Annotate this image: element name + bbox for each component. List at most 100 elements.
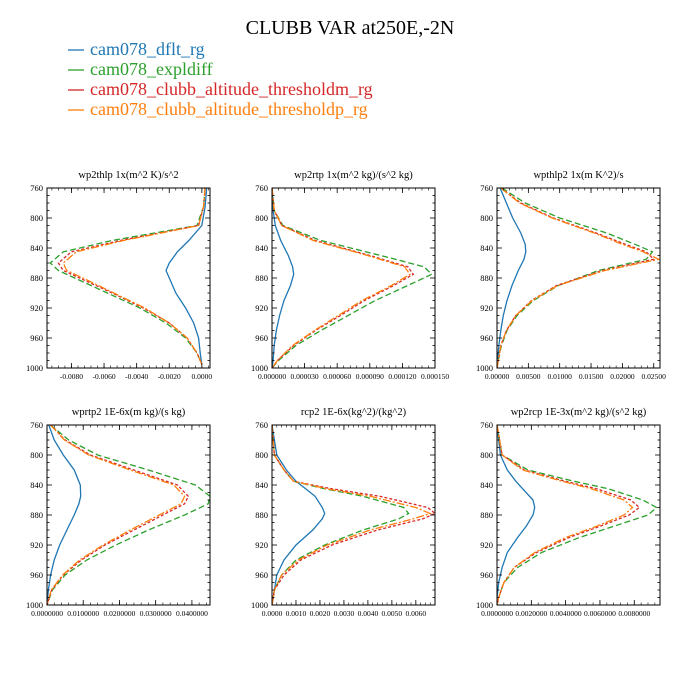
series-line-cam078_clubb_altitude_thresholdp_rg: [497, 188, 660, 368]
y-tick-label: 760: [255, 183, 268, 193]
y-tick-label: 840: [255, 480, 268, 490]
legend-label: cam078_expldiff: [90, 59, 213, 79]
x-tick-label: 0.0200000: [104, 609, 136, 618]
y-tick-label: 920: [480, 540, 493, 550]
y-tick-label: 1000: [251, 600, 268, 610]
x-tick-label: 0.01500: [579, 372, 604, 381]
panel-title: wprtp2 1E-6x(m kg)/(s kg): [72, 407, 186, 418]
chart-panel-6: wp2rcp 1E-3x(m^2 kg)/(s^2 kg) 760 800 840 88…: [476, 407, 661, 618]
chart-panel-1: wp2thlp 1x(m^2 K)/s^2 760 800 840 880 920 960 1…: [26, 170, 212, 381]
series-line-cam078_expldiff: [272, 188, 433, 368]
series-line-cam078_expldiff: [49, 188, 206, 365]
y-tick-label: 920: [480, 303, 493, 313]
x-tick-label: 0.0020000: [515, 609, 547, 618]
chart-panel-2: wp2rtp 1x(m^2 kg)/(s^2 kg) 760 800 840 880 92…: [251, 170, 449, 381]
series-line-cam078_dflt_rg: [272, 425, 326, 605]
series-line-cam078_clubb_altitude_thresholdp_rg: [47, 425, 186, 605]
legend-label: cam078_dflt_rg: [90, 39, 205, 59]
x-tick-label: 0.0100000: [67, 609, 99, 618]
x-tick-label: 0.000120: [388, 372, 416, 381]
y-tick-label: 760: [480, 420, 493, 430]
y-tick-label: 880: [30, 273, 43, 283]
series-line-cam078_dflt_rg: [497, 425, 536, 605]
x-tick-label: 0.000060: [323, 372, 351, 381]
x-tick-label: 0.0010: [286, 609, 307, 618]
x-tick-label: 0.000030: [291, 372, 319, 381]
y-tick-label: 1000: [251, 363, 268, 373]
x-tick-label: 0.00500: [516, 372, 541, 381]
y-tick-label: 960: [255, 333, 268, 343]
y-tick-label: 920: [30, 303, 43, 313]
x-tick-label: 0.0300000: [140, 609, 172, 618]
y-tick-label: 1000: [26, 600, 43, 610]
x-tick-label: 0.0000: [262, 609, 283, 618]
series-line-cam078_clubb_altitude_thresholdp_rg: [272, 188, 411, 368]
y-tick-label: 760: [480, 183, 493, 193]
panel-grid: wp2thlp 1x(m^2 K)/s^2 760 800 840 880 920 960 1…: [26, 170, 666, 618]
y-tick-label: 800: [30, 213, 43, 223]
y-tick-label: 880: [255, 273, 268, 283]
y-tick-label: 800: [255, 213, 268, 223]
x-tick-label: -0.0040: [125, 372, 148, 381]
series-line-cam078_clubb_altitude_thresholdp_rg: [272, 425, 433, 605]
series-line-cam078_dflt_rg: [165, 188, 208, 365]
y-tick-label: 880: [480, 510, 493, 520]
y-tick-label: 1000: [26, 363, 43, 373]
y-tick-label: 960: [30, 333, 43, 343]
figure-title: CLUBB VAR at250E,-2N: [246, 17, 455, 39]
y-tick-label: 960: [480, 570, 493, 580]
y-tick-label: 800: [480, 213, 493, 223]
series-line-cam078_expldiff: [272, 425, 410, 605]
x-tick-label: 0.0000: [192, 372, 213, 381]
x-tick-label: 0.0040: [358, 609, 379, 618]
x-tick-label: 0.000090: [356, 372, 384, 381]
series-line-cam078_clubb_altitude_thresholdp_rg: [62, 188, 206, 365]
y-tick-label: 760: [255, 420, 268, 430]
series-line-cam078_expldiff: [497, 425, 658, 605]
y-tick-label: 840: [30, 243, 43, 253]
series-line-cam078_clubb_altitude_thresholdp_rg: [497, 425, 634, 605]
y-tick-label: 760: [30, 183, 43, 193]
y-tick-label: 840: [255, 243, 268, 253]
x-tick-label: -0.0020: [158, 372, 181, 381]
x-tick-label: 0.0050: [382, 609, 403, 618]
legend-label: cam078_clubb_altitude_thresholdm_rg: [90, 79, 373, 99]
y-tick-label: 880: [255, 510, 268, 520]
y-tick-label: 880: [30, 510, 43, 520]
y-tick-label: 920: [255, 303, 268, 313]
chart-panel-5: rcp2 1E-6x(kg^2)/(kg^2) 760 800 840 880 920 96…: [251, 407, 436, 618]
y-tick-label: 880: [480, 273, 493, 283]
y-tick-label: 920: [30, 540, 43, 550]
x-tick-label: -0.0060: [92, 372, 115, 381]
panel-title: rcp2 1E-6x(kg^2)/(kg^2): [301, 407, 407, 418]
panel-title: wpthlp2 1x(m K^2)/s: [533, 170, 623, 181]
figure-legend: cam078_dflt_rgcam078_expldiffcam078_club…: [68, 39, 373, 119]
series-line-cam078_dflt_rg: [47, 425, 82, 605]
x-tick-label: 0.01000: [548, 372, 573, 381]
x-tick-label: 0.0000000: [31, 609, 63, 618]
x-tick-label: 0.0080000: [618, 609, 650, 618]
y-tick-label: 920: [255, 540, 268, 550]
series-line-cam078_dflt_rg: [272, 188, 295, 368]
x-tick-label: 0.000000: [258, 372, 286, 381]
panel-title: wp2thlp 1x(m^2 K)/s^2: [78, 170, 178, 181]
y-tick-label: 840: [480, 480, 493, 490]
y-tick-label: 1000: [476, 363, 493, 373]
y-tick-label: 960: [30, 570, 43, 580]
y-tick-label: 840: [30, 480, 43, 490]
chart-panel-4: wprtp2 1E-6x(m kg)/(s kg) 760 800 840 880 920…: [26, 407, 211, 618]
y-tick-label: 960: [480, 333, 493, 343]
x-tick-label: 0.02500: [642, 372, 667, 381]
y-tick-label: 760: [30, 420, 43, 430]
x-tick-label: 0.0400000: [176, 609, 208, 618]
y-tick-label: 840: [480, 243, 493, 253]
x-tick-label: 0.000150: [421, 372, 449, 381]
x-tick-label: 0.0060000: [584, 609, 616, 618]
y-tick-label: 1000: [476, 600, 493, 610]
x-tick-label: -0.0080: [60, 372, 83, 381]
y-tick-label: 800: [255, 450, 268, 460]
legend-label: cam078_clubb_altitude_thresholdp_rg: [90, 99, 368, 119]
panel-title: wp2rtp 1x(m^2 kg)/(s^2 kg): [294, 170, 413, 181]
panel-title: wp2rcp 1E-3x(m^2 kg)/(s^2 kg): [511, 407, 647, 418]
